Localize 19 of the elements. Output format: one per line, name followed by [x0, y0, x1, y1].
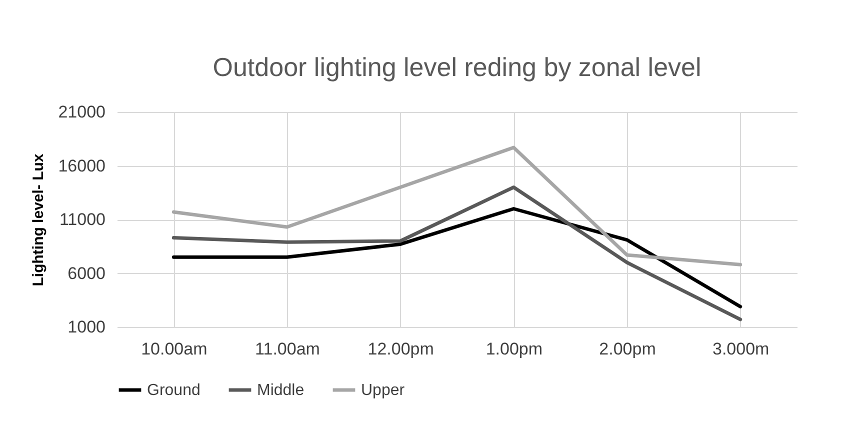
chart-title: Outdoor lighting level reding by zonal level	[212, 52, 702, 82]
x-tick-label: 3.000m	[712, 340, 770, 358]
y-tick-label: 1000	[68, 318, 106, 336]
y-tick-label: 21000	[58, 102, 106, 122]
line-series	[172, 186, 742, 322]
x-tick-label: 11.00am	[255, 340, 320, 358]
line-series	[172, 146, 742, 266]
x-tick-label: 1.00pm	[486, 340, 543, 358]
x-tick-label: 10.00am	[141, 340, 208, 358]
y-tick-label: 6000	[68, 264, 106, 283]
line-series	[172, 207, 742, 308]
x-tick-label: 2.00pm	[599, 340, 656, 358]
y-axis-title: Lighting level- Lux	[30, 153, 48, 286]
y-tick-label: 16000	[58, 156, 106, 176]
y-tick-label: 11000	[59, 210, 106, 229]
legend-label: Ground	[147, 382, 200, 399]
x-tick-label: 12.00pm	[368, 340, 434, 358]
legend-label: Upper	[361, 382, 406, 399]
legend-label: Middle	[257, 382, 304, 399]
